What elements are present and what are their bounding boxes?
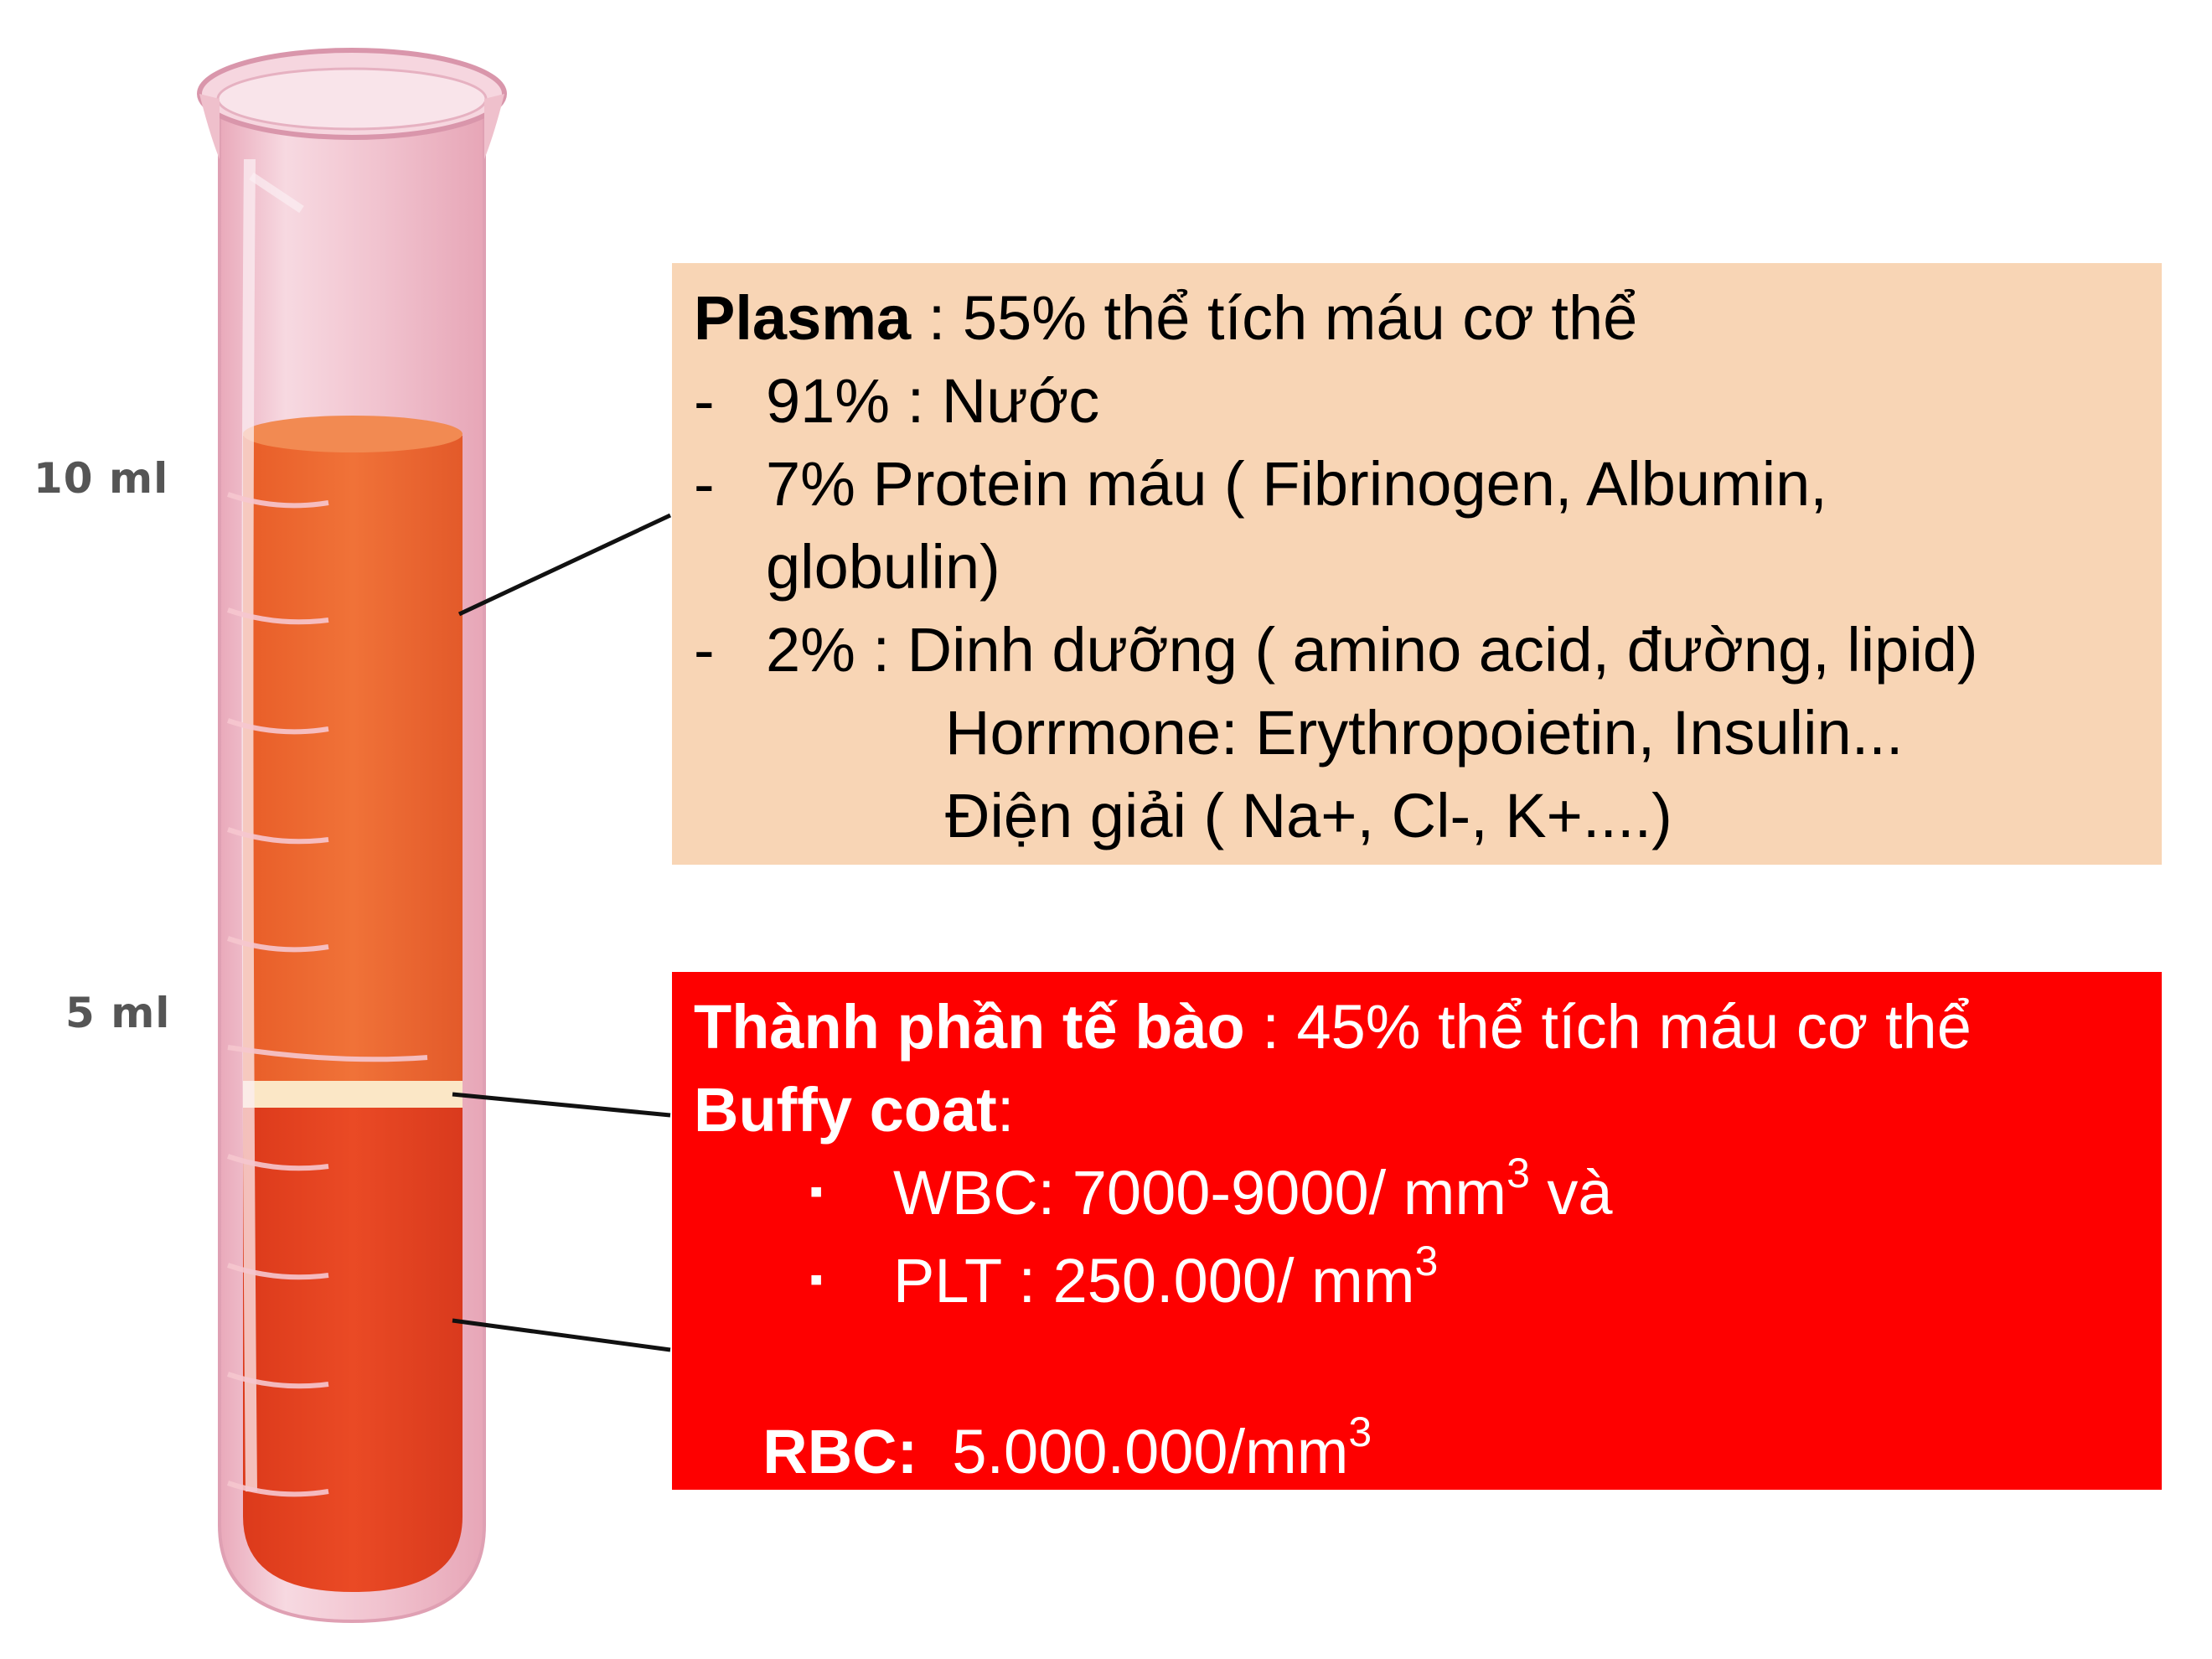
plasma-item-text: 7% Protein máu ( Fibrinogen, Albumin,	[766, 449, 1827, 519]
square-bullet-icon: ▪	[809, 1168, 824, 1212]
buffy-coat-colon: :	[996, 1075, 1015, 1145]
plasma-item-text: globulin)	[766, 532, 1000, 602]
graduation-marks	[227, 492, 428, 1497]
rbc-layer	[243, 1108, 463, 1592]
buffy-coat-line: Buffy coat:	[694, 1068, 2140, 1151]
dash-marker: -	[694, 615, 715, 685]
plasma-item-text: 91% : Nước	[766, 366, 1100, 436]
scale-label-10ml: 10 ml	[34, 454, 169, 503]
cells-title: Thành phần tế bào	[694, 992, 1245, 1062]
scale-label-5ml: 5 ml	[65, 989, 171, 1037]
plt-text: PLT : 250.000/ mm	[893, 1245, 1415, 1315]
plasma-leader-line	[457, 513, 672, 617]
cells-title-detail: : 45% thể tích máu cơ thể	[1244, 992, 1972, 1062]
cells-title-line: Thành phần tế bào : 45% thể tích máu cơ …	[694, 985, 2140, 1068]
wbc-superscript: 3	[1507, 1150, 1530, 1196]
plasma-title-line: Plasma : 55% thể tích máu cơ thể	[694, 276, 2140, 359]
wbc-text: WBC: 7000-9000/ mm	[893, 1158, 1507, 1227]
plasma-item-text: 2% : Dinh dưỡng ( amino acid, đường, lip…	[766, 615, 1978, 685]
plasma-item-hormone: Horrmone: Erythropoietin, Insulin...	[694, 691, 2140, 774]
rbc-superscript: 3	[1348, 1408, 1372, 1455]
plasma-layer	[243, 419, 463, 1089]
rbc-text: 5.000.000/mm	[917, 1416, 1349, 1486]
plasma-item-protein-cont: globulin)	[694, 525, 2140, 608]
wbc-tail: và	[1529, 1158, 1613, 1227]
plasma-info-box: Plasma : 55% thể tích máu cơ thể -91% : …	[672, 263, 2162, 865]
rbc-label: RBC:	[762, 1416, 918, 1486]
plt-line: ▪ PLT : 250.000/ mm3	[694, 1239, 2140, 1327]
rbc-line: RBC: 5.000.000/mm3	[694, 1327, 2140, 1576]
square-bullet-icon: ▪	[809, 1256, 824, 1300]
plasma-item-protein: -7% Protein máu ( Fibrinogen, Albumin,	[694, 442, 2140, 525]
buffy-coat-label: Buffy coat	[694, 1075, 997, 1145]
plt-superscript: 3	[1414, 1237, 1439, 1284]
plasma-item-water: -91% : Nước	[694, 359, 2140, 442]
plasma-item-text: Điện giải ( Na+, Cl-, K+....)	[945, 781, 1672, 850]
wbc-line: ▪ WBC: 7000-9000/ mm3 và	[694, 1151, 2140, 1239]
plasma-item-electrolytes: Điện giải ( Na+, Cl-, K+....)	[694, 774, 2140, 857]
plasma-item-nutrition: -2% : Dinh dưỡng ( amino acid, đường, li…	[694, 608, 2140, 691]
rbc-leader-line	[452, 1318, 671, 1352]
buffy-coat-layer	[243, 1081, 463, 1108]
plasma-title: Plasma	[694, 283, 912, 353]
dash-marker: -	[694, 366, 715, 436]
cells-info-box: Thành phần tế bào : 45% thể tích máu cơ …	[672, 972, 2162, 1490]
plasma-item-text: Horrmone: Erythropoietin, Insulin...	[945, 698, 1904, 767]
plasma-title-detail: : 55% thể tích máu cơ thể	[911, 283, 1638, 353]
buffy-leader-line	[452, 1092, 671, 1118]
dash-marker: -	[694, 449, 715, 519]
